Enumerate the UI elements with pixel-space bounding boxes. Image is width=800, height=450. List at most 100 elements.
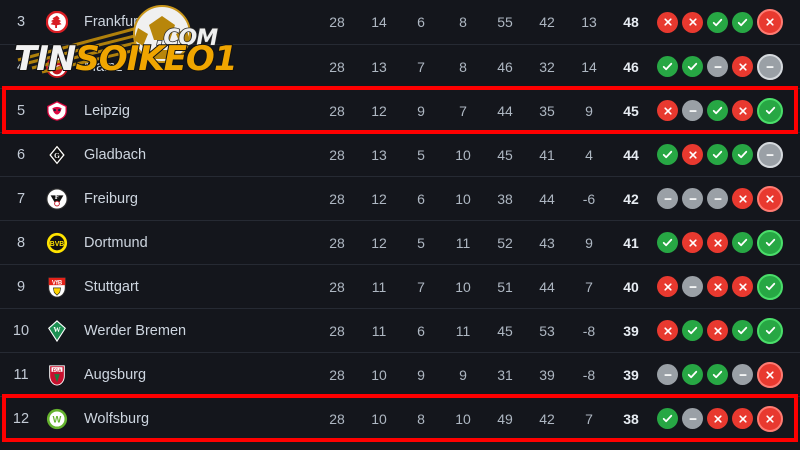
row-points: 38	[623, 410, 639, 427]
row-draws: 5	[417, 234, 425, 251]
row-draws: 6	[417, 14, 425, 30]
row-wins: 11	[371, 322, 387, 339]
form-pill	[707, 364, 728, 385]
form-pill	[657, 188, 678, 209]
form-pill	[707, 56, 728, 77]
table-row[interactable]: 12 W Wolfsburg 28 10 8 10 49 42 7 38	[0, 396, 800, 440]
row-wins: 12	[371, 102, 387, 119]
row-rank: 8	[16, 234, 26, 251]
row-team-name[interactable]: Frankfurt	[84, 14, 143, 30]
form-pill	[732, 364, 753, 385]
svg-text:05: 05	[54, 64, 60, 70]
form-pill-latest	[757, 405, 783, 432]
form-pill	[682, 320, 703, 341]
row-form	[652, 9, 800, 35]
row-points: 42	[623, 190, 639, 207]
row-rank: 4	[16, 58, 26, 75]
vfb-stuttgart-crest: VfB	[42, 276, 72, 298]
table-row[interactable]: 6 G Gladbach 28 13 5 10 45 41 4 44	[0, 132, 800, 176]
werder-bremen-crest: W	[42, 319, 72, 342]
row-team-name[interactable]: Gladbach	[84, 146, 147, 163]
row-goals-for: 38	[497, 190, 513, 207]
row-goals-for: 44	[497, 102, 513, 119]
row-form	[652, 97, 800, 124]
row-losses: 8	[459, 14, 467, 30]
table-row[interactable]: 8 BVB Dortmund 28 12 5 11 52 43 9 41	[0, 220, 800, 264]
row-losses: 10	[455, 190, 471, 207]
row-team-name[interactable]: Werder Bremen	[84, 322, 187, 339]
borussia-monchengladbach-crest: G	[42, 143, 72, 166]
table-row[interactable]: 7 F Freiburg 28 12 6 10 38 44 -6 42	[0, 176, 800, 220]
row-goal-difference: -6	[582, 190, 596, 207]
row-form	[652, 185, 800, 212]
row-rank: 9	[16, 278, 26, 295]
row-goals-against: 35	[539, 102, 555, 119]
row-team-name[interactable]: Wolfsburg	[84, 410, 150, 427]
table-row[interactable]: 3 Frankfurt 28 14 6 8 55 42 13 48	[0, 0, 800, 44]
row-draws: 9	[417, 366, 425, 383]
svg-text:F: F	[55, 192, 60, 201]
form-pill	[732, 56, 753, 77]
row-goals-against: 43	[539, 234, 555, 251]
table-row[interactable]: 11 FCA Augsburg 28 10 9 9 31 39 -8 39	[0, 352, 800, 396]
row-draws: 6	[417, 190, 425, 207]
svg-text:W: W	[53, 324, 61, 333]
row-draws: 5	[417, 146, 425, 163]
row-rank: 10	[12, 322, 30, 339]
row-losses: 7	[459, 102, 467, 119]
form-pill	[682, 232, 703, 253]
form-pill	[682, 364, 703, 385]
row-points: 40	[623, 278, 639, 295]
row-matches-played: 28	[329, 322, 345, 339]
row-form	[652, 361, 800, 388]
form-pill	[682, 188, 703, 209]
row-team-name[interactable]: Mainz	[84, 58, 123, 75]
row-wins: 10	[371, 366, 387, 383]
row-points: 41	[623, 234, 639, 251]
row-goals-for: 52	[497, 234, 513, 251]
row-wins: 12	[371, 234, 387, 251]
form-pill-latest	[757, 361, 783, 388]
row-goals-against: 42	[539, 410, 555, 427]
svg-text:G: G	[54, 150, 60, 159]
row-team-name[interactable]: Augsburg	[84, 366, 147, 383]
table-row[interactable]: 9 VfB Stuttgart 28 11 7 10 51 44 7 40	[0, 264, 800, 308]
standings-table: 3 Frankfurt 28 14 6 8 55 42 13 48 4 05 Mainz 28 13 7 8 46…	[0, 0, 800, 440]
form-pill-latest	[757, 229, 783, 256]
row-matches-played: 28	[329, 14, 345, 30]
row-team-name[interactable]: Stuttgart	[84, 278, 139, 295]
row-goals-for: 46	[497, 58, 513, 75]
table-row[interactable]: 10 W Werder Bremen 28 11 6 11 45 53 -8 39	[0, 308, 800, 352]
row-matches-played: 28	[329, 366, 345, 383]
row-rank: 6	[16, 146, 26, 163]
row-goals-against: 44	[539, 278, 555, 295]
row-rank: 12	[12, 410, 30, 427]
row-wins: 12	[371, 190, 387, 207]
table-row[interactable]: 5 Leipzig 28 12 9 7 44 35 9 45	[0, 88, 800, 132]
sc-freiburg-crest: F	[42, 187, 72, 210]
row-team-name[interactable]: Freiburg	[84, 190, 138, 207]
form-pill	[657, 11, 678, 33]
form-pill	[657, 56, 678, 77]
row-losses: 10	[455, 278, 471, 295]
row-goal-difference: 9	[585, 234, 593, 251]
row-goal-difference: -8	[582, 322, 596, 339]
row-matches-played: 28	[329, 234, 345, 251]
row-team-name[interactable]: Dortmund	[84, 234, 148, 251]
svg-text:BVB: BVB	[50, 240, 65, 247]
row-losses: 10	[455, 410, 471, 427]
row-losses: 11	[455, 322, 471, 339]
form-pill	[682, 56, 703, 77]
row-form	[652, 317, 800, 344]
row-matches-played: 28	[329, 410, 345, 427]
row-team-name[interactable]: Leipzig	[84, 102, 130, 119]
table-row[interactable]: 4 05 Mainz 28 13 7 8 46 32 14 46	[0, 44, 800, 88]
form-pill	[707, 11, 728, 33]
row-points: 39	[623, 322, 639, 339]
row-draws: 7	[417, 58, 425, 75]
row-rank: 11	[13, 366, 29, 383]
row-points: 45	[623, 102, 639, 119]
row-losses: 10	[455, 146, 471, 163]
row-goals-against: 53	[539, 322, 555, 339]
fc-augsburg-crest: FCA	[42, 364, 72, 386]
